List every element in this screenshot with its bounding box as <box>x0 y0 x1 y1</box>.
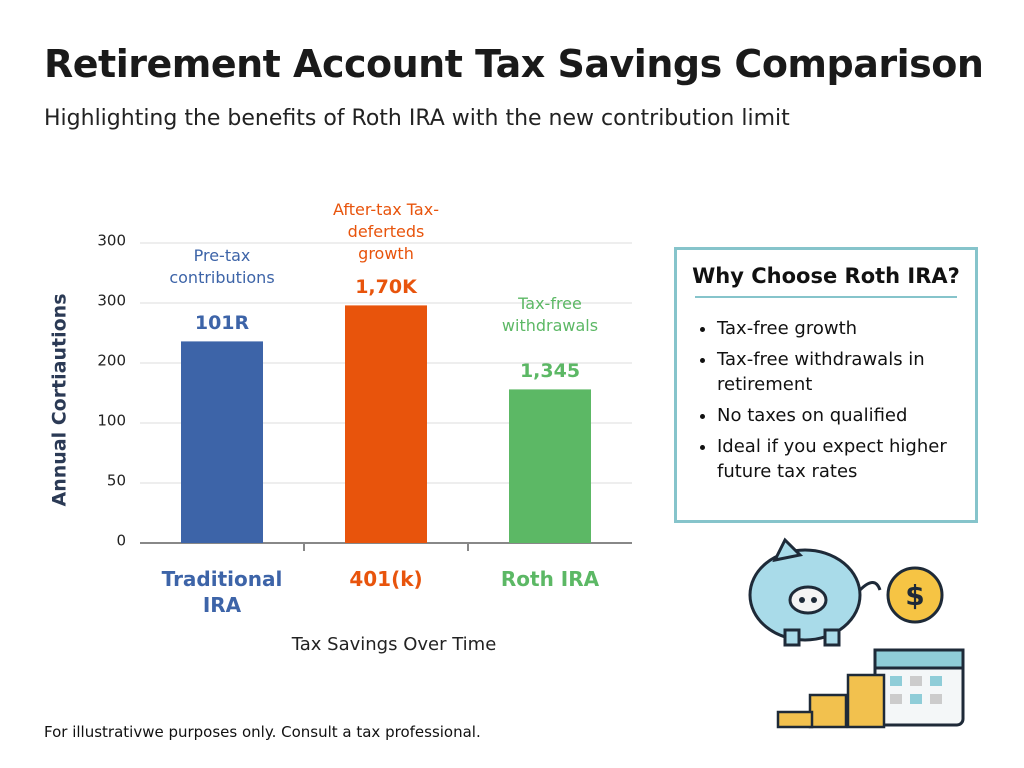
y-tick-label: 300 <box>97 232 126 250</box>
info-box: Why Choose Roth IRA? Tax-free growthTax-… <box>674 247 978 523</box>
x-axis-label: Tax Savings Over Time <box>291 634 497 655</box>
illustration: $ <box>748 537 965 729</box>
bar <box>345 305 427 543</box>
bullet-list: Tax-free growth Tax-free withdrawals in r… <box>697 316 979 490</box>
bar-label: 1,70K <box>355 276 418 298</box>
annotation: Tax-free withdrawals <box>501 294 599 336</box>
title: Retirement Account Tax Savings Compariso… <box>44 42 984 86</box>
y-axis-label: Annual Cortiautions <box>49 293 71 506</box>
y-tick-label: 300 <box>97 292 126 310</box>
bar-label: 101R <box>195 312 250 334</box>
bullet: Ideal if you expect higher future tax ra… <box>717 434 979 484</box>
y-tick-label: 0 <box>116 532 126 550</box>
subtitle: Highlighting the benefits of Roth IRA wi… <box>44 106 790 131</box>
y-tick-label: 50 <box>107 472 126 490</box>
bar-label: 1,345 <box>520 360 580 382</box>
bullet: Tax-free growth <box>717 316 979 341</box>
x-tick-label: Traditional IRA <box>161 567 283 617</box>
footer: For illustrativwe purposes only. Consult… <box>44 723 481 741</box>
y-tick-label: 100 <box>97 412 126 430</box>
svg-text:$: $ <box>905 579 924 612</box>
bullet: Tax-free withdrawals in retirement <box>717 347 979 397</box>
info-rule <box>695 296 957 298</box>
info-title: Why Choose Roth IRA? <box>692 264 960 288</box>
x-tick-label: Roth IRA <box>500 567 600 591</box>
annotation: After-tax Tax-deferteds growth <box>333 200 439 264</box>
bar <box>509 389 591 543</box>
bullet: No taxes on qualified <box>717 403 979 428</box>
bar <box>181 341 263 543</box>
x-tick-label: 401(k) <box>349 567 423 591</box>
annotation: Pre-tax contributions <box>169 246 275 288</box>
y-tick-label: 200 <box>97 352 126 370</box>
